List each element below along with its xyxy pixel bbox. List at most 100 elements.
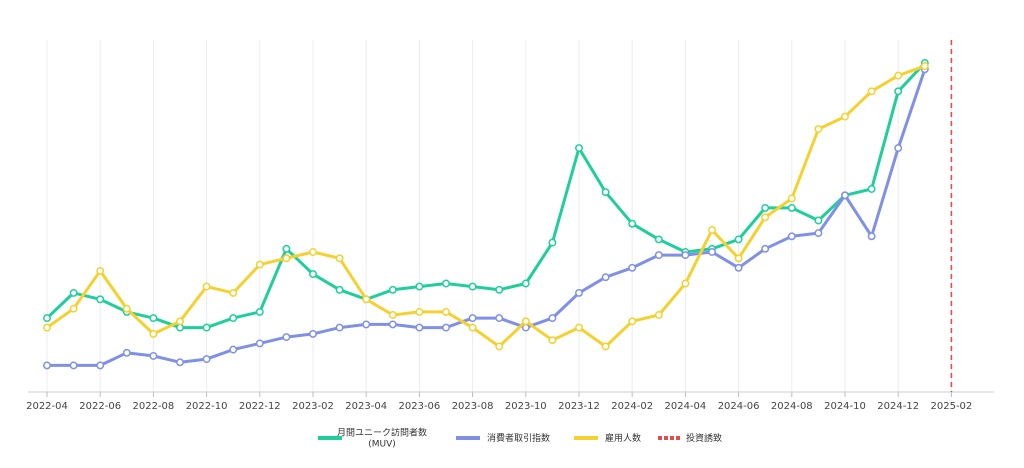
data-point [521,279,530,288]
legend-label: 月間ユニーク訪問者数(MUV) [337,427,427,450]
x-tick-label: 2024-08 [771,401,813,412]
data-point [521,317,530,326]
data-point [601,188,610,197]
data-point [309,270,317,279]
x-axis [28,391,994,397]
x-tick-label: 2025-02 [931,401,973,412]
x-tick-label: 2023-02 [292,401,334,412]
data-point [654,235,663,244]
data-point [654,251,663,260]
data-point [734,254,743,263]
x-tick-label: 2022-08 [133,401,175,412]
data-point [548,336,557,345]
data-point [548,238,557,247]
legend: 月間ユニーク訪問者数(MUV) 消費者取引指数 雇用人数 投資誘致 [318,427,722,450]
data-point [43,323,51,332]
x-tick-label: 2022-06 [79,401,121,412]
series-2 [43,62,929,351]
data-point [761,244,770,253]
data-point [388,285,397,294]
data-point [69,361,78,370]
data-point [628,317,637,326]
data-point [176,317,184,326]
x-tick-label: 2022-04 [26,401,68,412]
data-point [229,314,238,323]
data-point [681,279,690,288]
data-point [761,213,770,222]
data-point [920,62,929,71]
x-tick-label: 2023-08 [452,401,494,412]
data-point [229,345,238,354]
data-point [415,307,424,316]
data-point [468,323,477,332]
data-point [149,351,158,360]
data-point [335,285,344,294]
data-point [814,216,823,225]
data-point [867,185,876,193]
data-point [69,304,78,313]
grid-lines [46,40,952,392]
x-tick-label: 2023-04 [345,401,387,412]
x-tick-label: 2024-06 [718,401,760,412]
data-point [255,260,264,269]
data-point [708,248,716,256]
data-point [495,314,504,323]
data-point [149,329,158,338]
legend-swatch [574,436,598,440]
data-point [495,342,504,351]
data-point [43,314,51,323]
data-point [335,323,344,332]
series-0 [43,59,929,332]
data-point [362,320,371,329]
legend-label: 投資誘致 [686,432,722,444]
data-point [548,314,557,323]
x-tick-label: 2023-10 [505,401,547,412]
legend-label: 雇用人数 [605,432,641,444]
data-point [761,203,770,212]
data-point [734,263,743,272]
data-point [468,314,477,323]
data-point [176,358,184,367]
series-line [45,67,927,367]
series-line [45,64,927,348]
legend-item: 雇用人数 [574,432,641,444]
data-point [708,226,716,234]
data-point [442,323,450,332]
x-tick-label: 2024-10 [824,401,866,412]
data-point [202,355,211,364]
legend-item: 月間ユニーク訪問者数(MUV) [318,427,427,450]
data-point [601,342,610,351]
data-point [122,304,131,313]
data-point [255,307,264,316]
data-point [575,144,583,153]
data-point [654,311,663,319]
data-point [122,348,131,357]
data-point [894,87,903,96]
series-1 [43,65,929,370]
data-point [282,244,291,253]
data-point [43,361,51,370]
data-point [814,125,823,134]
series-lines [43,40,953,392]
legend-item: 投資誘致 [658,432,722,444]
legend-swatch [318,436,342,440]
x-tick-label: 2023-06 [399,401,441,412]
data-point [628,263,637,272]
data-point [362,295,371,304]
legend-item: 消費者取引指数 [456,432,550,444]
data-point [787,203,796,212]
data-point [867,232,876,241]
data-point [202,323,211,332]
data-point [96,295,105,304]
data-point [495,285,504,294]
data-point [814,229,823,238]
data-point [841,191,849,200]
x-tick-label: 2023-12 [558,401,600,412]
legend-swatch [456,436,480,440]
data-point [388,320,397,329]
data-point [149,314,158,323]
legend-label: 消費者取引指数 [487,432,550,444]
x-tick-label: 2024-02 [611,401,653,412]
